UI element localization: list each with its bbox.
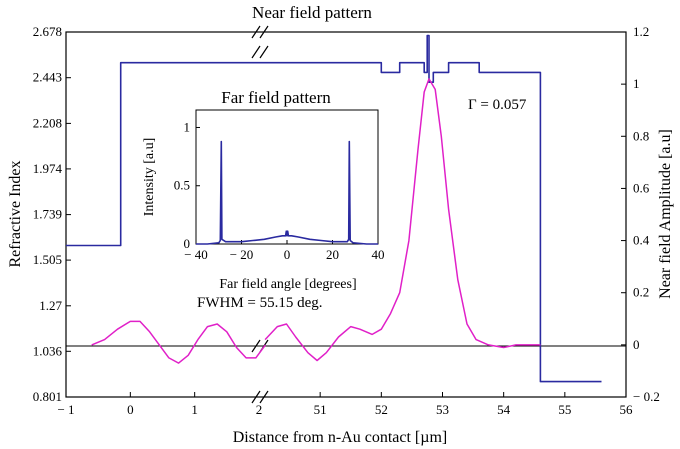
far-field-inset: Far field pattern − 40 − 20 0 20 40 0 0.5 1 Far…	[142, 88, 385, 292]
inset-x-tick-label: 40	[372, 247, 385, 262]
y-tick-label: 1.505	[33, 252, 62, 267]
x-tick-label: 1	[191, 402, 198, 417]
inset-y-tick-label: 0	[184, 236, 191, 251]
gamma-annotation: Γ = 0.057	[468, 97, 527, 113]
inset-x-tick-label: 0	[284, 247, 291, 262]
x-tick-label: − 1	[57, 402, 74, 417]
y2-tick-label: 1	[633, 76, 640, 91]
y2-axis-label: Near field Amplitude [a.u]	[657, 129, 674, 299]
fwhm-annotation: FWHM = 55.15 deg.	[197, 295, 323, 311]
inset-series	[196, 140, 378, 245]
x-tick-label: 2	[256, 402, 263, 417]
y-tick-label: 1.739	[33, 207, 62, 222]
y2-tick-label: 0.8	[633, 128, 649, 143]
y-tick-label: 0.801	[33, 389, 62, 404]
y2-tick-label: 1.2	[633, 24, 649, 39]
y2-tick-label: 0.2	[633, 285, 649, 300]
y2-tick-label: 0.4	[633, 233, 650, 248]
x-axis-label: Distance from n-Au contact [µm]	[233, 429, 447, 446]
y2-tick-label: 0.6	[633, 180, 650, 195]
main-title: Near field pattern	[252, 3, 372, 22]
x-tick-label: 55	[558, 402, 571, 417]
refractive-index-line	[66, 61, 259, 247]
x-tick-label: 53	[436, 402, 449, 417]
x-tick-label: 52	[375, 402, 388, 417]
inset-y-axis-label: Intensity [a.u]	[142, 138, 157, 217]
refractive-index-line	[259, 34, 602, 383]
y-tick-label: 2.208	[33, 115, 62, 130]
inset-x-tick-label: − 20	[230, 247, 254, 262]
inset-y-tick-label: 0.5	[174, 178, 190, 193]
inset-frame	[195, 109, 379, 245]
far-field-intensity-line	[196, 140, 378, 245]
near-field-amplitude-line	[91, 320, 267, 364]
x-tick-label: 0	[127, 402, 134, 417]
inset-x-tick-label: − 40	[184, 247, 208, 262]
x-tick-label: 51	[314, 402, 327, 417]
inset-y-tick-label: 1	[184, 119, 191, 134]
y-tick-label: 2.443	[33, 70, 62, 85]
x-tick-label: 54	[497, 402, 511, 417]
y-tick-label: 1.27	[39, 298, 62, 313]
inset-ticks: − 40 − 20 0 20 40 0 0.5 1	[174, 119, 385, 262]
y2-tick-label: 0	[633, 337, 640, 352]
y2-tick-label: − 0.2	[633, 389, 660, 404]
y-tick-label: 2.678	[33, 24, 62, 39]
x-tick-label: 56	[620, 402, 634, 417]
inset-title: Far field pattern	[221, 88, 331, 107]
y-axis-label: Refractive Index	[7, 160, 24, 267]
inset-x-axis-label: Far field angle [degrees]	[219, 277, 356, 292]
inset-x-tick-label: 20	[326, 247, 339, 262]
y-tick-label: 1.974	[33, 161, 63, 176]
y-tick-label: 1.036	[33, 343, 63, 358]
near-field-amplitude-line	[264, 78, 541, 362]
main-series	[66, 34, 602, 383]
main-ticks: 0.8011.0361.271.5051.7391.9742.2082.4432…	[33, 24, 660, 417]
axis-break-marks	[251, 25, 269, 404]
